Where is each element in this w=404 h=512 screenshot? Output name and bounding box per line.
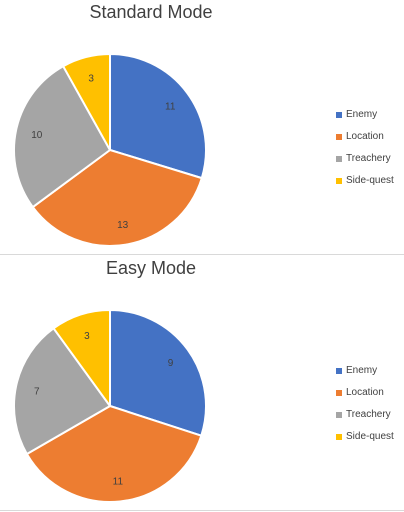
data-label-enemy: 9 — [168, 358, 174, 369]
pie-slice-side-quest — [52, 309, 111, 407]
legend-item-treachery: Treachery — [336, 404, 394, 426]
legend-item-location: Location — [336, 126, 394, 148]
pie-slice-treachery — [13, 327, 111, 455]
pie-slice-location — [31, 149, 203, 247]
legend-label: Enemy — [346, 365, 378, 376]
legend-label: Enemy — [346, 109, 378, 120]
chart-title: Standard Mode — [89, 2, 213, 22]
legend-label: Treachery — [346, 409, 391, 420]
legend-swatch — [336, 368, 342, 374]
data-label-location: 11 — [113, 476, 124, 487]
legend-swatch — [336, 178, 342, 184]
data-label-treachery: 10 — [31, 130, 43, 141]
data-label-side-quest: 3 — [88, 74, 94, 85]
data-label-side-quest: 3 — [84, 331, 90, 342]
pie-slice-enemy — [109, 53, 207, 180]
legend-label: Side-quest — [346, 431, 394, 442]
chart-title: Easy Mode — [105, 258, 197, 278]
legend-swatch — [336, 390, 342, 396]
data-label-enemy: 11 — [165, 101, 176, 112]
pie-slice-treachery — [13, 65, 111, 209]
legend-item-treachery: Treachery — [336, 148, 394, 170]
legend-item-side-quest: Side-quest — [336, 170, 394, 192]
legend-label: Side-quest — [346, 175, 394, 186]
pie-slice-side-quest — [62, 53, 111, 151]
legend-swatch — [336, 134, 342, 140]
legend-item-side-quest: Side-quest — [336, 426, 394, 448]
standard-mode-chart: Standard Mode 11 13 10 3 Enemy Location Tre… — [0, 0, 404, 255]
legend-swatch — [336, 434, 342, 440]
legend-label: Location — [346, 387, 384, 398]
pie-slice-location — [25, 405, 203, 503]
legend-item-enemy: Enemy — [336, 360, 394, 382]
legend-item-location: Location — [336, 382, 394, 404]
legend: Enemy Location Treachery Side-quest — [336, 104, 394, 192]
legend-swatch — [336, 412, 342, 418]
pie-plot: 9 11 7 3 — [13, 309, 207, 503]
pie-plot: 11 13 10 3 — [13, 53, 207, 247]
legend-label: Treachery — [346, 153, 391, 164]
legend: Enemy Location Treachery Side-quest — [336, 360, 394, 448]
legend-item-enemy: Enemy — [336, 104, 394, 126]
data-label-treachery: 7 — [34, 386, 40, 397]
pie-slice-enemy — [109, 309, 207, 437]
easy-mode-chart: Easy Mode 9 11 7 3 Enemy Location Treachery… — [0, 256, 404, 511]
legend-swatch — [336, 112, 342, 118]
legend-swatch — [336, 156, 342, 162]
data-label-location: 13 — [117, 220, 129, 231]
legend-label: Location — [346, 131, 384, 142]
